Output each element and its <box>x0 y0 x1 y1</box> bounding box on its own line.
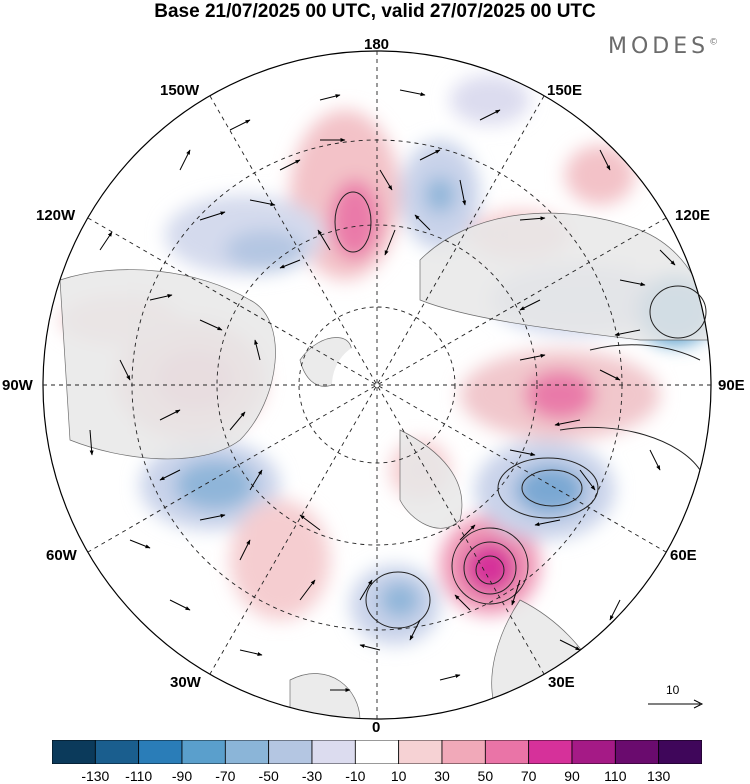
longitude-label-30w: 30W <box>170 674 201 691</box>
longitude-label-90e: 90E <box>718 377 745 394</box>
colorbar-tick-label: 130 <box>646 768 671 784</box>
graticule <box>43 51 711 719</box>
colorbar-tick-label: -30 <box>301 768 323 784</box>
longitude-label-60e: 60E <box>670 547 697 564</box>
reference-vector-arrow <box>648 699 704 709</box>
colorbar-tick-label: -10 <box>345 768 366 784</box>
colorbar-swatch <box>94 740 140 764</box>
colorbar-tick-label: 70 <box>520 768 537 784</box>
colorbar-swatch <box>224 740 270 764</box>
colorbar-tick-label: 30 <box>434 768 450 784</box>
reference-vector-label: 10 <box>666 683 680 697</box>
longitude-label-120e: 120E <box>675 207 711 224</box>
colorbar <box>52 740 702 764</box>
contours <box>334 191 707 629</box>
longitude-label-150e: 150E <box>547 82 583 99</box>
longitude-label-150w: 150W <box>160 82 200 99</box>
polar-cap <box>332 340 422 430</box>
colorbar-swatch <box>268 740 313 764</box>
colorbar-tick-label: -50 <box>258 768 279 784</box>
colorbar-tick-label: 50 <box>477 768 494 784</box>
colorbar-swatch <box>484 740 530 764</box>
colorbar-swatch <box>354 740 400 764</box>
map-title: Base 21/07/2025 00 UTC, valid 27/07/2025… <box>154 1 596 22</box>
colorbar-tick-label: -90 <box>171 768 193 784</box>
colorbar-tick-label: 10 <box>390 768 407 784</box>
colorbar-tick-label: -110 <box>125 768 153 784</box>
modes-logo: MODES© <box>608 34 719 59</box>
longitude-label-30e: 30E <box>548 674 575 691</box>
longitude-label-90w: 90W <box>2 377 33 394</box>
colorbar-swatch <box>52 740 96 764</box>
colorbar-swatch <box>571 740 616 764</box>
longitude-label-120w: 120W <box>36 207 76 224</box>
colorbar-swatch <box>311 740 356 764</box>
colorbar-tick-label: 90 <box>564 768 580 784</box>
colorbar-swatch <box>441 740 486 764</box>
colorbar-swatch <box>528 740 573 764</box>
colorbar-swatch <box>614 740 660 764</box>
colorbar-swatch <box>398 740 443 764</box>
longitude-label-60w: 60W <box>46 547 77 564</box>
longitude-label-0: 0 <box>372 719 381 736</box>
colorbar-swatch <box>138 740 183 764</box>
colorbar-swatch <box>658 740 702 764</box>
colorbar-tick-label: -130 <box>81 768 110 784</box>
colorbar-tick-label: -70 <box>215 768 236 784</box>
colorbar-tick-label: 110 <box>604 768 627 784</box>
longitude-label-180: 180 <box>364 36 390 53</box>
wind-vectors <box>89 89 676 692</box>
colorbar-swatch <box>181 740 226 764</box>
